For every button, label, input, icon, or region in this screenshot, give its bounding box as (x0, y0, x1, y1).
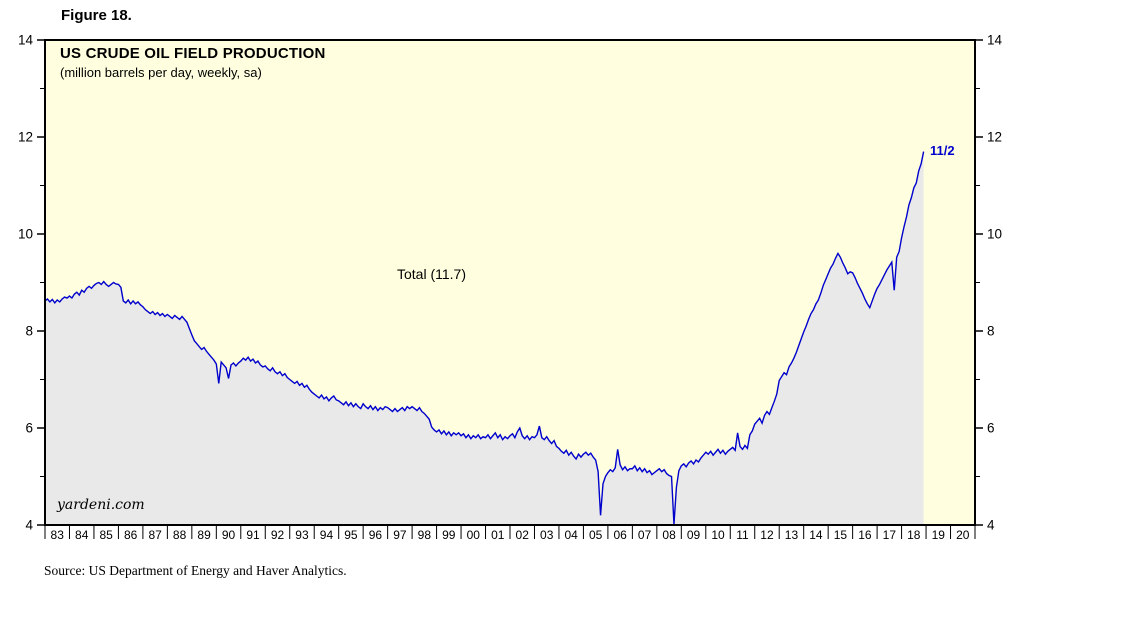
y-tick-label-right: 10 (987, 227, 1002, 242)
y-tick-label-left: 14 (18, 33, 34, 48)
y-tick-label-right: 8 (987, 324, 995, 339)
x-tick-label: 93 (295, 528, 309, 542)
x-tick-label: 94 (320, 528, 334, 542)
x-tick-label: 03 (540, 528, 554, 542)
y-tick-label-left: 4 (25, 518, 33, 533)
x-tick-label: 11 (736, 528, 749, 542)
x-tick-label: 83 (51, 528, 65, 542)
series-line (44, 151, 925, 525)
y-tick-label-left: 8 (25, 324, 33, 339)
x-tick-label: 99 (442, 528, 456, 542)
x-tick-label: 92 (271, 528, 285, 542)
x-tick-label: 10 (711, 528, 725, 542)
watermark: yardeni.com (57, 497, 145, 513)
x-tick-label: 04 (565, 528, 579, 542)
x-tick-label: 95 (344, 528, 358, 542)
production-chart: 83 84 85 86 87 88 89 90 91 92 93 94 95 96 97 98 99 00 01 02… (18, 33, 1003, 543)
x-tick-label: 20 (956, 528, 970, 542)
chart-subtitle: (million barrels per day, weekly, sa) (60, 65, 262, 80)
x-tick-label: 97 (393, 528, 407, 542)
chart-title: US CRUDE OIL FIELD PRODUCTION (60, 45, 326, 62)
x-tick-label: 18 (907, 528, 921, 542)
x-tick-label: 02 (516, 528, 530, 542)
y-tick-label-left: 10 (18, 227, 33, 242)
source-note: Source: US Department of Energy and Have… (44, 563, 347, 578)
x-tick-label: 88 (173, 528, 187, 542)
x-tick-label: 13 (785, 528, 799, 542)
y-tick-label-right: 4 (987, 518, 995, 533)
x-tick-label: 01 (491, 528, 505, 542)
y-tick-label-left: 12 (18, 130, 33, 145)
y-tick-label-right: 6 (987, 421, 995, 436)
x-tick-label: 14 (809, 528, 823, 542)
x-tick-label: 98 (418, 528, 432, 542)
latest-point-label: 11/2 (930, 143, 955, 158)
y-tick-label-right: 12 (987, 130, 1002, 145)
x-tick-label: 85 (100, 528, 114, 542)
x-tick-label: 89 (197, 528, 211, 542)
x-tick-label: 96 (369, 528, 383, 542)
x-tick-label: 87 (148, 528, 162, 542)
series-label-annotation: Total (11.7) (397, 266, 466, 282)
x-tick-label: 07 (638, 528, 652, 542)
y-tick-label-right: 14 (987, 33, 1003, 48)
x-tick-label: 08 (662, 528, 676, 542)
x-tick-label: 19 (932, 528, 946, 542)
x-tick-label: 16 (858, 528, 872, 542)
x-tick-label: 15 (834, 528, 848, 542)
series-area (45, 151, 924, 526)
x-tick-label: 84 (75, 528, 89, 542)
x-tick-label: 09 (687, 528, 701, 542)
y-tick-label-left: 6 (25, 421, 33, 436)
x-tick-label: 90 (222, 528, 236, 542)
x-tick-label: 06 (613, 528, 627, 542)
x-tick-label: 86 (124, 528, 138, 542)
x-tick-label: 17 (883, 528, 897, 542)
x-tick-label: 12 (760, 528, 774, 542)
figure-label: Figure 18. (61, 7, 132, 24)
x-tick-label: 00 (467, 528, 481, 542)
x-tick-label: 91 (246, 528, 260, 542)
x-tick-label: 05 (589, 528, 603, 542)
